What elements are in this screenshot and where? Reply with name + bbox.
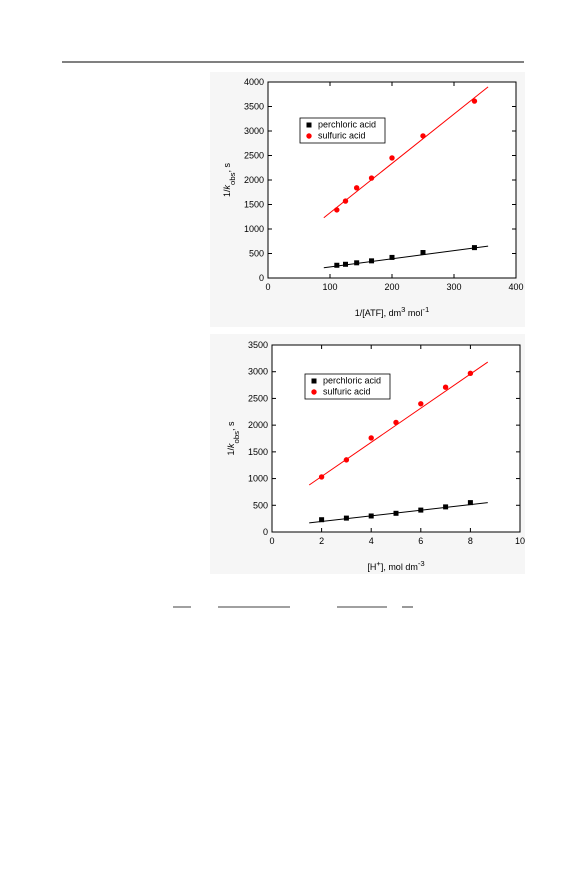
x-tick-label: 100 — [322, 282, 337, 292]
data-point — [342, 198, 349, 204]
fit-line — [308, 361, 489, 486]
data-point — [389, 254, 395, 260]
data-point — [442, 384, 449, 390]
data-point — [467, 370, 474, 377]
y-tick-label: 4000 — [244, 77, 264, 87]
data-point — [318, 474, 325, 480]
data-point — [443, 504, 449, 510]
data-point — [343, 515, 349, 521]
y-tick-label: 0 — [259, 273, 264, 283]
y-tick-label: 2000 — [248, 420, 268, 430]
axis-label-part: , s — [222, 163, 232, 173]
data-point — [369, 258, 375, 264]
y-tick-label: 2500 — [244, 151, 264, 161]
legend-marker — [306, 122, 312, 128]
axis-label-part: -1 — [422, 305, 429, 314]
axis-label: 1/[ATF], dm3 mol-1 — [355, 305, 429, 319]
fit-line — [323, 86, 489, 219]
axis-label-part: 1/[ATF], dm — [355, 308, 401, 318]
plot-frame — [267, 81, 517, 279]
axis-label-part: k — [222, 184, 232, 189]
axis-label-part: obs — [232, 431, 241, 444]
axis-label: 1/kobs, s — [222, 163, 237, 197]
data-point — [343, 457, 350, 463]
legend-marker — [311, 389, 317, 395]
data-point — [420, 250, 426, 256]
axis-label-part: 1/ — [226, 447, 236, 455]
data-point — [393, 510, 399, 516]
x-tick-label: 4 — [369, 536, 374, 546]
data-point — [368, 175, 375, 181]
legend-marker — [311, 378, 317, 384]
axis-label-part: [H — [367, 562, 376, 572]
legend-box — [304, 373, 391, 400]
axis-label-part: k — [226, 443, 236, 448]
data-point — [467, 500, 473, 506]
legend-label: sulfuric acid — [318, 131, 366, 141]
x-tick-label: 8 — [468, 536, 473, 546]
legend-box — [299, 117, 386, 144]
axis-label: [H+], mol dm-3 — [367, 559, 424, 573]
axis-label-part: ], mol dm — [381, 562, 418, 572]
y-tick-label: 0 — [263, 527, 268, 537]
data-point — [420, 133, 426, 139]
y-tick-label: 500 — [249, 249, 264, 259]
y-tick-label: 3000 — [244, 126, 264, 136]
x-tick-label: 0 — [265, 282, 270, 292]
legend-label: perchloric acid — [318, 120, 376, 130]
axis-label: 1/kobs, s — [226, 421, 241, 455]
axis-label-part: + — [376, 559, 381, 568]
fit-line — [323, 245, 489, 269]
x-tick-label: 6 — [418, 536, 423, 546]
data-point — [334, 207, 340, 213]
y-tick-label: 1500 — [244, 200, 264, 210]
data-point — [471, 245, 477, 251]
data-point — [368, 435, 374, 441]
data-point — [353, 185, 360, 191]
y-tick-label: 1500 — [248, 447, 268, 457]
x-tick-label: 200 — [384, 282, 399, 292]
y-tick-label: 1000 — [248, 474, 268, 484]
data-point — [418, 507, 424, 513]
data-point — [393, 419, 399, 426]
x-tick-label: 400 — [508, 282, 523, 292]
plot-frame — [271, 344, 521, 533]
data-point — [389, 155, 395, 161]
axis-label-part: 1/ — [222, 189, 232, 197]
y-tick-label: 3500 — [244, 102, 264, 112]
legend-marker — [306, 133, 312, 139]
y-tick-label: 2500 — [248, 393, 268, 403]
x-tick-label: 2 — [319, 536, 324, 546]
axis-label-part: 3 — [401, 305, 405, 314]
axis-label-part: , s — [226, 421, 236, 431]
legend-label: perchloric acid — [323, 376, 381, 386]
data-point — [368, 513, 374, 519]
x-tick-label: 300 — [446, 282, 461, 292]
axis-label-part: mol — [405, 308, 422, 318]
data-point — [354, 260, 360, 266]
y-tick-label: 3500 — [248, 340, 268, 350]
y-tick-label: 1000 — [244, 224, 264, 234]
axis-label-part: -3 — [418, 559, 425, 568]
legend-label: sulfuric acid — [323, 387, 371, 397]
axis-label-part: obs — [228, 172, 237, 185]
y-tick-label: 3000 — [248, 367, 268, 377]
data-point — [334, 262, 340, 268]
data-point — [319, 517, 325, 523]
y-tick-label: 2000 — [244, 175, 264, 185]
data-point — [471, 98, 478, 104]
data-point — [418, 401, 424, 407]
x-tick-label: 0 — [269, 536, 274, 546]
x-tick-label: 10 — [515, 536, 525, 546]
data-point — [343, 261, 348, 267]
y-tick-label: 500 — [253, 500, 268, 510]
